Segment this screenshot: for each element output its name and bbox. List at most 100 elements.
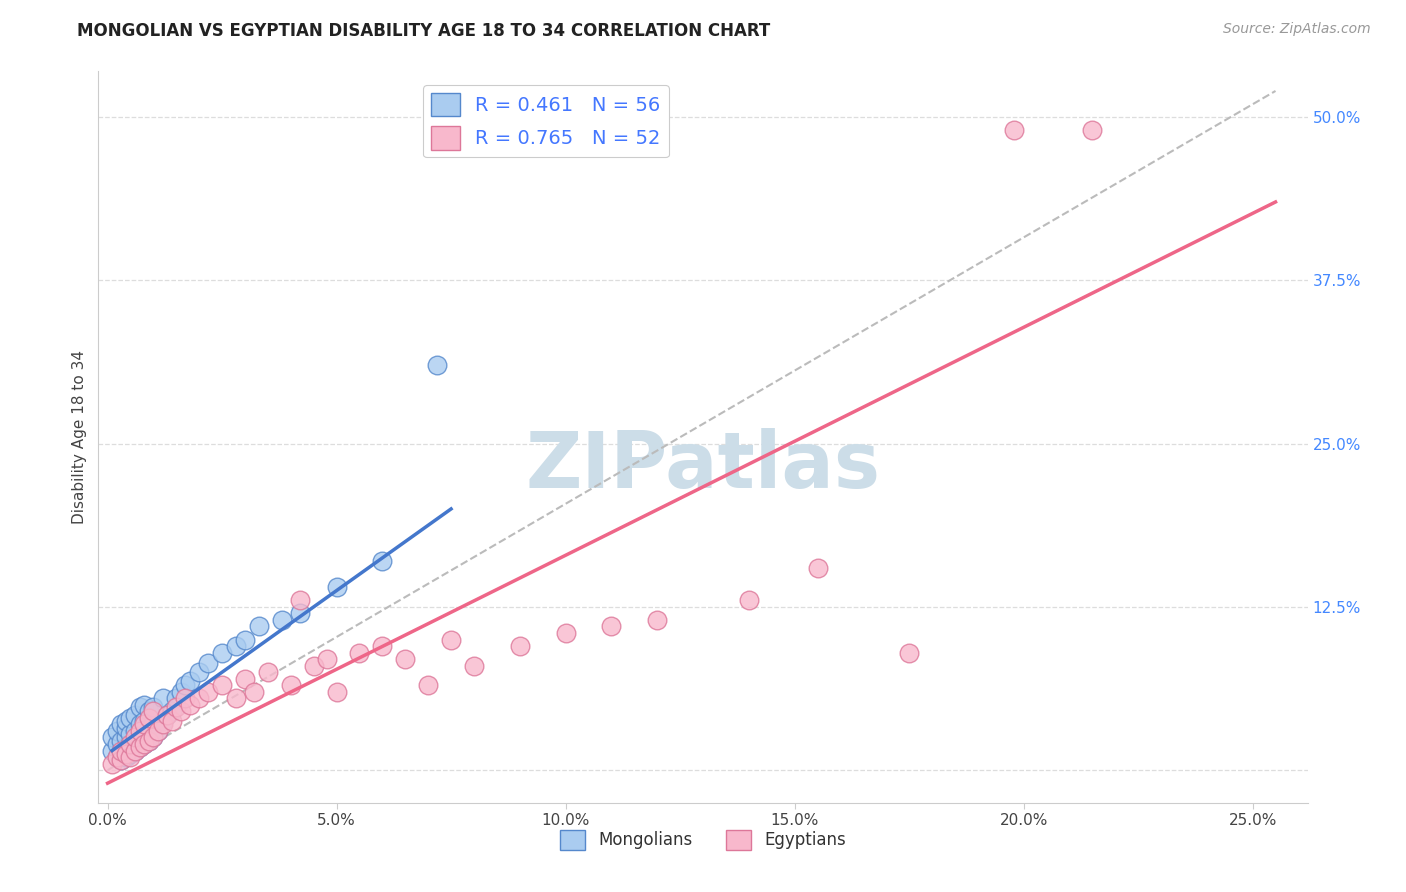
Point bbox=[110, 743, 132, 757]
Point bbox=[134, 717, 156, 731]
Point bbox=[115, 739, 138, 754]
Point bbox=[174, 691, 197, 706]
Point bbox=[138, 705, 160, 719]
Point bbox=[124, 743, 146, 757]
Point bbox=[128, 700, 150, 714]
Point bbox=[120, 737, 142, 751]
Point bbox=[288, 607, 311, 621]
Point bbox=[509, 639, 531, 653]
Point bbox=[197, 656, 219, 670]
Point bbox=[124, 734, 146, 748]
Point bbox=[146, 723, 169, 738]
Point bbox=[325, 685, 347, 699]
Point bbox=[349, 646, 371, 660]
Y-axis label: Disability Age 18 to 34: Disability Age 18 to 34 bbox=[72, 350, 87, 524]
Point bbox=[134, 737, 156, 751]
Point bbox=[120, 726, 142, 740]
Point bbox=[288, 593, 311, 607]
Point bbox=[105, 750, 128, 764]
Point bbox=[115, 750, 138, 764]
Point bbox=[156, 708, 179, 723]
Point bbox=[134, 714, 156, 728]
Point bbox=[179, 698, 201, 712]
Point bbox=[179, 674, 201, 689]
Point bbox=[138, 711, 160, 725]
Point bbox=[188, 691, 211, 706]
Point bbox=[101, 731, 124, 745]
Point bbox=[124, 731, 146, 745]
Point bbox=[105, 750, 128, 764]
Point bbox=[170, 705, 193, 719]
Point bbox=[211, 678, 233, 692]
Point bbox=[138, 734, 160, 748]
Point bbox=[600, 619, 623, 633]
Point bbox=[1004, 123, 1026, 137]
Point bbox=[225, 691, 247, 706]
Point bbox=[128, 723, 150, 738]
Point bbox=[211, 646, 233, 660]
Point bbox=[233, 632, 256, 647]
Point bbox=[110, 717, 132, 731]
Point bbox=[124, 723, 146, 738]
Point bbox=[142, 731, 165, 745]
Point bbox=[257, 665, 280, 680]
Point bbox=[188, 665, 211, 680]
Point bbox=[270, 613, 292, 627]
Point bbox=[120, 711, 142, 725]
Point bbox=[371, 639, 394, 653]
Point bbox=[418, 678, 440, 692]
Point bbox=[124, 743, 146, 757]
Point bbox=[134, 726, 156, 740]
Point bbox=[160, 705, 183, 719]
Point bbox=[105, 737, 128, 751]
Point bbox=[170, 685, 193, 699]
Point bbox=[110, 734, 132, 748]
Point bbox=[325, 580, 347, 594]
Point bbox=[302, 658, 325, 673]
Point bbox=[128, 731, 150, 745]
Text: Source: ZipAtlas.com: Source: ZipAtlas.com bbox=[1223, 22, 1371, 37]
Point bbox=[738, 593, 761, 607]
Text: MONGOLIAN VS EGYPTIAN DISABILITY AGE 18 TO 34 CORRELATION CHART: MONGOLIAN VS EGYPTIAN DISABILITY AGE 18 … bbox=[77, 22, 770, 40]
Point bbox=[134, 698, 156, 712]
Point bbox=[115, 747, 138, 762]
Point bbox=[128, 739, 150, 754]
Point bbox=[197, 685, 219, 699]
Point bbox=[440, 632, 463, 647]
Point bbox=[463, 658, 485, 673]
Point bbox=[152, 717, 174, 731]
Point bbox=[110, 753, 132, 767]
Point bbox=[120, 747, 142, 762]
Point bbox=[426, 358, 449, 372]
Point bbox=[165, 700, 187, 714]
Point bbox=[225, 639, 247, 653]
Point bbox=[134, 737, 156, 751]
Point bbox=[243, 685, 266, 699]
Point bbox=[247, 619, 270, 633]
Point bbox=[174, 678, 197, 692]
Point bbox=[128, 717, 150, 731]
Point bbox=[165, 691, 187, 706]
Point bbox=[124, 708, 146, 723]
Point bbox=[120, 737, 142, 751]
Point bbox=[142, 731, 165, 745]
Point bbox=[233, 672, 256, 686]
Point bbox=[152, 691, 174, 706]
Point bbox=[101, 756, 124, 771]
Point bbox=[101, 743, 124, 757]
Point bbox=[142, 717, 165, 731]
Point bbox=[105, 723, 128, 738]
Point bbox=[371, 554, 394, 568]
Point bbox=[645, 613, 668, 627]
Point bbox=[110, 753, 132, 767]
Legend: Mongolians, Egyptians: Mongolians, Egyptians bbox=[554, 823, 852, 856]
Point bbox=[115, 722, 138, 736]
Point bbox=[115, 714, 138, 728]
Point bbox=[115, 731, 138, 745]
Point bbox=[394, 652, 416, 666]
Point bbox=[120, 750, 142, 764]
Point bbox=[156, 708, 179, 723]
Point bbox=[142, 705, 165, 719]
Point bbox=[138, 734, 160, 748]
Point bbox=[898, 646, 921, 660]
